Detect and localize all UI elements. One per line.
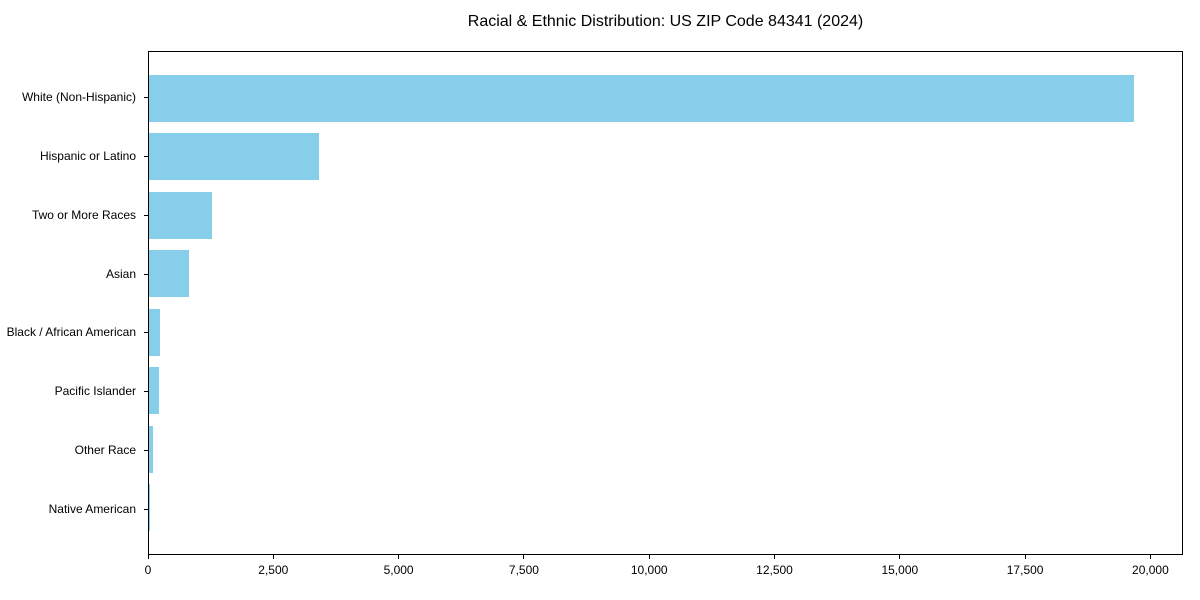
y-axis-label: Black / African American [6,325,136,340]
x-tick-label: 15,000 [881,563,919,577]
y-tick-mark [144,391,148,393]
y-tick-mark [144,156,148,158]
y-tick-mark [144,97,148,99]
x-tick-mark [774,555,775,559]
y-axis-label: Other Race [74,442,136,457]
x-tick-label: 5,000 [383,563,414,577]
plot-area [148,51,1183,555]
x-tick-mark [147,555,149,559]
x-tick-mark [1024,555,1026,559]
x-tick-label: 10,000 [630,563,668,577]
bar [149,250,190,298]
bar [149,74,1135,122]
y-tick-mark [144,332,148,334]
x-tick-label: 20,000 [1132,563,1169,577]
bar [149,191,212,239]
y-axis-label: White (Non-Hispanic) [21,90,136,105]
y-tick-mark [144,273,148,275]
x-tick-mark [272,555,274,559]
y-tick-mark [144,449,148,451]
bar [149,484,150,532]
x-tick-label: 17,500 [1006,563,1044,577]
y-axis-label: Native American [48,501,136,516]
x-tick-label: 0 [144,563,152,577]
bar [149,367,159,415]
y-axis-label: Asian [105,266,136,281]
x-axis: 0 2,500 5,000 7,500 10,000 12,500 15,000 17,500… [144,555,1183,589]
x-tick-mark [1149,555,1151,559]
y-axis-label: Pacific Islander [54,384,136,399]
y-axis-label: Hispanic or Latino [39,149,136,164]
bar [149,133,320,181]
y-tick-mark [144,508,148,510]
x-tick-label: 2,500 [258,563,289,577]
chart-title: Racial & Ethnic Distribution: US ZIP Cod… [467,13,864,30]
y-axis-labels: White (Non-Hispanic) Hispanic or Latino Tw… [0,51,148,555]
x-tick-mark [648,555,650,559]
bar [149,308,160,356]
x-tick-mark [899,555,901,559]
x-tick-mark [398,555,400,559]
x-tick-label: 12,500 [756,563,793,577]
x-tick-mark [523,555,525,559]
y-axis-label: Two or More Races [31,207,136,222]
y-tick-mark [144,214,148,216]
bar [149,425,153,473]
x-tick-label: 7,500 [508,563,539,577]
